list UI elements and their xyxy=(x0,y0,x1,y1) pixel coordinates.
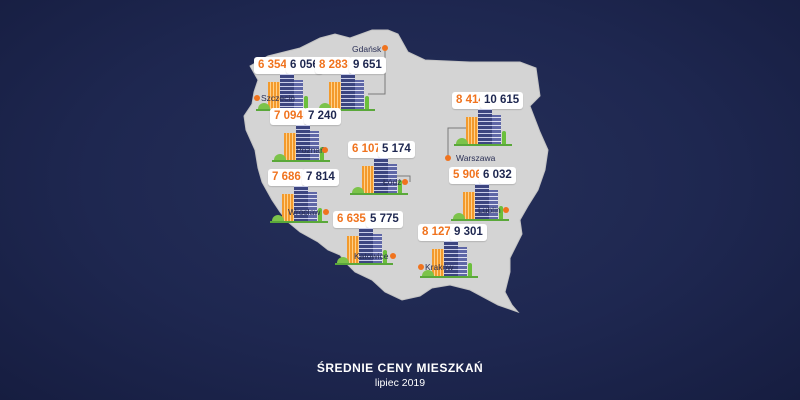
building-icon xyxy=(254,74,314,111)
city-marker xyxy=(402,179,408,185)
city-marker xyxy=(418,264,424,270)
orange-price-badge: 8 127 xyxy=(418,224,455,241)
city-marker xyxy=(254,95,260,101)
city-krakow: 8 127 9 301 xyxy=(418,224,538,294)
orange-price-badge: 7 094 xyxy=(270,108,307,125)
city-poznan: 7 094 7 240 xyxy=(270,108,390,178)
city-lublin: 5 906 6 032 xyxy=(449,167,569,237)
city-marker xyxy=(322,147,328,153)
city-label-lublin: Lublin xyxy=(478,205,501,215)
building-icon xyxy=(333,228,393,265)
city-label-lodz: Łódź xyxy=(383,177,402,187)
city-label-gdansk: Gdańsk xyxy=(352,44,382,54)
city-label-poznan: Poznań xyxy=(296,145,325,155)
city-wroclaw: 7 686 7 814 xyxy=(268,169,388,239)
city-label-warszawa: Warszawa xyxy=(456,153,496,163)
orange-price-badge: 7 686 xyxy=(268,169,305,186)
city-marker xyxy=(390,253,396,259)
orange-price-badge: 6 107 xyxy=(348,141,385,158)
page-title: ŚREDNIE CENY MIESZKAŃ xyxy=(316,361,484,375)
orange-price-badge: 6 635 xyxy=(333,211,370,228)
navy-price-badge: 6 032 xyxy=(479,167,516,184)
warszawa-leader-line xyxy=(447,127,466,156)
building-icon xyxy=(270,125,330,162)
building-icon xyxy=(268,186,328,223)
city-label-wroclaw: Wrocław xyxy=(288,207,321,217)
building-icon xyxy=(315,74,375,111)
building-icon xyxy=(418,241,478,278)
navy-price-badge: 5 775 xyxy=(366,211,403,228)
city-label-krakow: Kraków xyxy=(425,262,454,272)
navy-price-badge: 6 056 xyxy=(286,57,323,74)
city-marker xyxy=(503,207,509,213)
orange-price-badge: 6 354 xyxy=(254,57,291,74)
city-marker xyxy=(382,45,388,51)
city-gdansk: 8 283 9 651 xyxy=(315,57,435,127)
building-icon xyxy=(452,109,512,146)
navy-price-badge: 9 651 xyxy=(349,57,386,74)
city-marker xyxy=(445,155,451,161)
navy-price-badge: 5 174 xyxy=(378,141,415,158)
city-katowice: 6 635 5 775 xyxy=(333,211,453,281)
navy-price-badge: 10 615 xyxy=(480,92,524,109)
navy-price-badge: 7 240 xyxy=(304,108,341,125)
building-icon xyxy=(348,158,408,195)
city-label-katowice: Katowice xyxy=(354,251,389,261)
orange-price-badge: 8 414 xyxy=(452,92,489,109)
orange-price-badge: 5 906 xyxy=(449,167,486,184)
city-lodz: 6 107 5 174 xyxy=(348,141,468,211)
city-marker xyxy=(323,209,329,215)
navy-price-badge: 9 301 xyxy=(450,224,487,241)
city-label-szczecin: Szczecin xyxy=(261,93,296,103)
building-icon xyxy=(449,184,509,221)
orange-price-badge: 8 283 xyxy=(315,57,352,74)
city-szczecin: 6 354 6 056 xyxy=(254,57,374,127)
city-warszawa: 8 414 10 615 xyxy=(452,92,572,162)
page-subtitle: lipiec 2019 xyxy=(374,377,426,389)
navy-price-badge: 7 814 xyxy=(302,169,339,186)
